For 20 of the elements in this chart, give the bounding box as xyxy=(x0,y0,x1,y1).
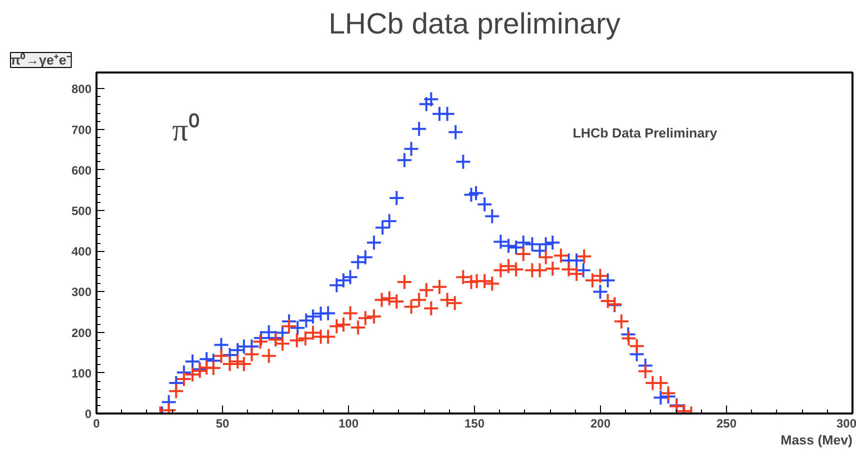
x-tick-label: 50 xyxy=(216,416,230,430)
annotation: π⁰ xyxy=(172,112,200,148)
annotation: LHCb Data Preliminary xyxy=(572,126,718,141)
x-tick-label: 200 xyxy=(590,416,611,430)
x-tick-label: 150 xyxy=(464,416,485,430)
x-tick-label: 300 xyxy=(836,416,856,430)
y-tick-label: 800 xyxy=(71,82,92,96)
y-tick-label: 200 xyxy=(71,326,92,340)
y-tick-label: 100 xyxy=(71,366,92,380)
x-tick-label: 100 xyxy=(338,416,359,430)
y-tick-label: 300 xyxy=(71,285,92,300)
x-axis-title: Mass (Mev) xyxy=(780,432,853,448)
y-tick-label: 700 xyxy=(71,122,92,137)
y-tick-label: 400 xyxy=(71,244,92,259)
chart-title: LHCb data preliminary xyxy=(328,8,621,40)
y-tick-label: 0 xyxy=(84,407,92,421)
y-tick-label: 600 xyxy=(71,163,92,178)
x-tick-label: 0 xyxy=(93,416,100,430)
x-tick-label: 250 xyxy=(716,416,737,430)
y-tick-label: 500 xyxy=(71,204,92,218)
